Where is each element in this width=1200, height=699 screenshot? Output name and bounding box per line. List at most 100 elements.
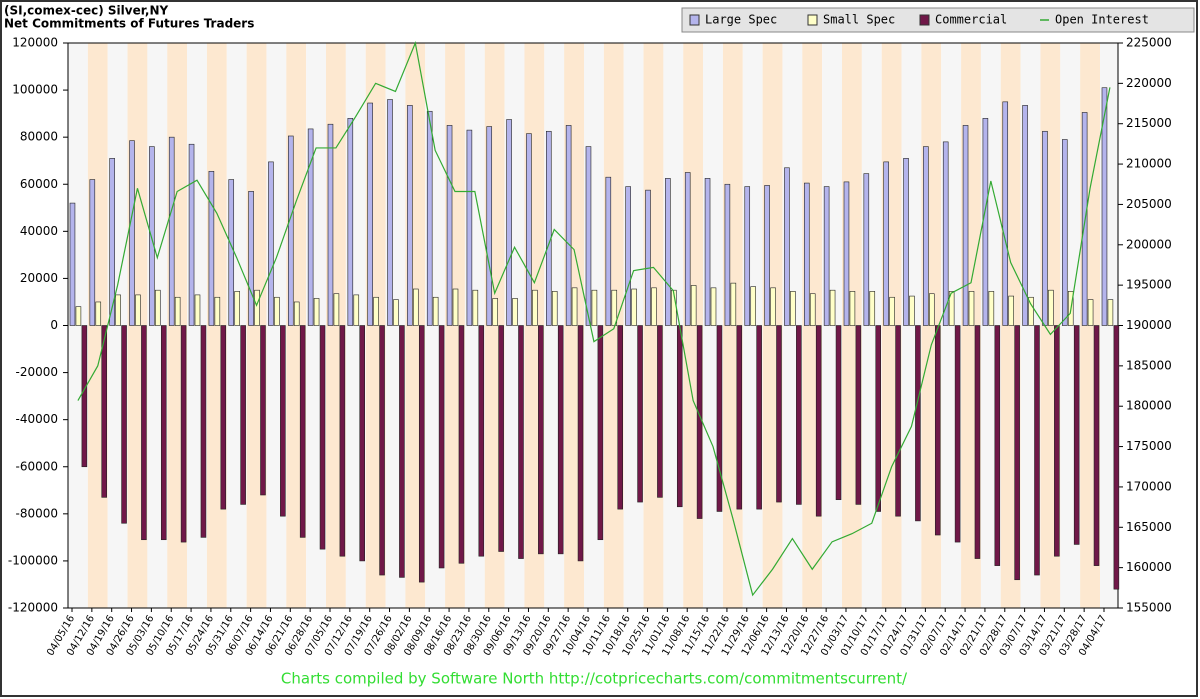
y2-tick-label: 185000 (1126, 358, 1172, 372)
y-tick-label: -100000 (8, 553, 58, 567)
bar (770, 287, 776, 326)
bar (1087, 299, 1094, 326)
y2-tick-label: 220000 (1126, 76, 1172, 90)
open-interest-line (77, 40, 1111, 597)
bar (379, 325, 385, 576)
bar (869, 291, 876, 326)
bar (815, 325, 822, 517)
legend-swatch (807, 14, 818, 26)
bar (141, 325, 147, 541)
bar (268, 161, 274, 326)
bar (498, 325, 504, 552)
bar (240, 325, 246, 505)
y-tick-label: 0 (50, 318, 58, 332)
bar (518, 325, 524, 559)
bar (631, 288, 637, 326)
legend-label: Large Spec (705, 13, 777, 27)
bar (359, 325, 365, 562)
bar (1028, 296, 1034, 326)
bar (353, 294, 360, 326)
bar (293, 301, 300, 326)
bar (1008, 295, 1014, 326)
legend-label: Commercial (935, 13, 1007, 27)
y2-tick-label: 170000 (1126, 479, 1172, 493)
bar (81, 325, 88, 468)
bar (948, 291, 955, 326)
bar (288, 135, 294, 326)
bar (149, 146, 155, 326)
legend-box (681, 7, 1195, 33)
y2-tick-label: 160000 (1126, 560, 1172, 574)
legend-label: Small Spec (823, 13, 895, 27)
bar (875, 325, 881, 512)
bar (274, 296, 280, 326)
bar (704, 178, 711, 326)
bar (710, 287, 717, 326)
bar (855, 325, 862, 505)
bar (466, 129, 473, 326)
bar (804, 182, 810, 326)
bar (180, 325, 187, 543)
bar (1107, 299, 1114, 326)
bar (121, 325, 127, 524)
bar (307, 128, 314, 326)
y-tick-label: 100000 (12, 83, 58, 97)
bar (313, 298, 320, 326)
bar (347, 118, 354, 326)
bar (942, 141, 949, 326)
legend-label: Open Interest (1055, 13, 1149, 27)
bar (174, 296, 181, 326)
chart-title: (SI,comex-cec) Silver,NY (4, 4, 168, 18)
bar (200, 325, 207, 538)
bar (988, 291, 995, 326)
bar (69, 202, 76, 326)
bar (478, 325, 485, 557)
bar (432, 296, 439, 326)
y-tick-label: -20000 (15, 365, 58, 379)
y-tick-label: 120000 (12, 36, 58, 50)
bar (472, 289, 479, 326)
bar (676, 325, 683, 508)
bar (690, 285, 697, 326)
bar (736, 325, 743, 510)
bar (512, 298, 518, 326)
y-tick-label: -120000 (8, 601, 58, 615)
bar (339, 325, 346, 557)
bar (1113, 325, 1120, 590)
bar (557, 325, 564, 555)
bar (546, 130, 552, 326)
y2-tick-label: 190000 (1126, 318, 1172, 332)
bar (863, 173, 870, 326)
bar (399, 325, 405, 578)
bar (260, 325, 266, 496)
bar (506, 119, 512, 326)
bar (962, 125, 969, 326)
bar (129, 140, 135, 326)
bar (823, 186, 830, 326)
y2-tick-label: 165000 (1126, 520, 1172, 534)
bar (75, 306, 82, 326)
bar (220, 325, 227, 510)
bar (188, 143, 195, 326)
bar (605, 176, 612, 326)
bar (228, 179, 235, 326)
bar (1048, 289, 1054, 326)
bar (452, 288, 459, 326)
y-tick-label: 60000 (20, 177, 58, 191)
y-tick-label: -40000 (15, 412, 58, 426)
bar (645, 189, 651, 326)
bar (994, 325, 1001, 566)
bar (776, 325, 782, 503)
bar (684, 172, 691, 326)
bar (234, 291, 240, 326)
y-tick-label: 80000 (20, 130, 58, 144)
bar (418, 325, 425, 583)
bar (585, 146, 592, 326)
bar (101, 325, 107, 498)
bar (438, 325, 445, 569)
bar (903, 158, 909, 326)
bar (625, 186, 631, 326)
bar (95, 301, 102, 326)
bar (492, 298, 498, 326)
